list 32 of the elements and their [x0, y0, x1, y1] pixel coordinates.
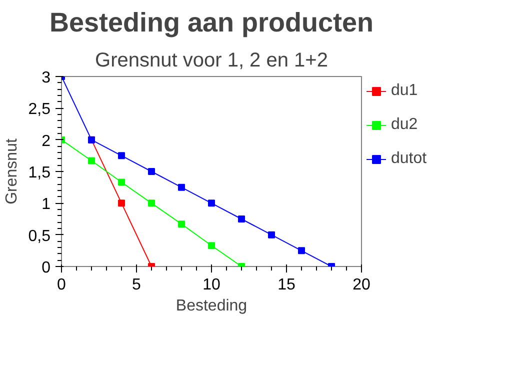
y-tick-label: 0 — [42, 260, 51, 276]
y-tick-label: 2,5 — [28, 101, 51, 118]
x-axis-title: Besteding — [176, 298, 248, 314]
legend-label: dutot — [391, 150, 427, 168]
point — [178, 220, 185, 228]
y-tick-label: 3 — [42, 70, 51, 86]
x-tick-label: 5 — [132, 276, 142, 294]
legend-label: du2 — [391, 116, 418, 134]
point — [118, 178, 125, 186]
point — [148, 200, 155, 207]
y-axis-title: Grensnut — [3, 138, 20, 204]
point — [268, 231, 275, 238]
chart-subtitle: Grensnut voor 1, 2 en 1+2 — [95, 50, 328, 72]
point — [178, 184, 185, 191]
point — [238, 216, 245, 222]
point — [118, 200, 125, 207]
x-tick-label: 0 — [57, 276, 66, 294]
point — [148, 168, 155, 175]
point — [88, 157, 95, 164]
x-tick-label: 15 — [278, 276, 296, 294]
point — [298, 247, 305, 254]
x-tick-label: 10 — [202, 276, 220, 294]
x-tick-label: 20 — [352, 276, 370, 294]
legend-label: du1 — [391, 82, 418, 100]
y-tick-label: 0,5 — [28, 228, 51, 245]
chart-title: Besteding aan producten — [49, 8, 374, 38]
y-tick-label: 1 — [42, 196, 51, 214]
y-tick-label: 1,5 — [28, 164, 51, 182]
point — [208, 200, 215, 207]
point — [118, 152, 125, 160]
point — [208, 242, 215, 250]
y-tick-label: 2 — [42, 132, 51, 150]
